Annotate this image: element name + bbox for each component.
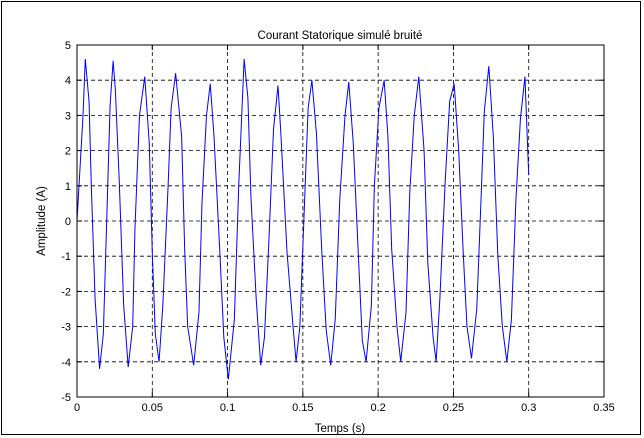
y-tick-label: 0 bbox=[65, 216, 71, 228]
y-tick-label: -4 bbox=[61, 357, 71, 369]
y-tick-label: -5 bbox=[61, 392, 71, 404]
x-tick-label: 0 bbox=[74, 402, 80, 414]
x-tick-label: 0.25 bbox=[443, 402, 464, 414]
x-tick-label: 0.35 bbox=[593, 402, 614, 414]
y-tick-label: -1 bbox=[61, 251, 71, 263]
y-tick-label: 2 bbox=[65, 146, 71, 158]
series-line bbox=[76, 59, 530, 380]
y-tick-label: 3 bbox=[65, 110, 71, 122]
y-tick-labels: -5 -4 -3 -2 -1 0 1 2 3 4 5 bbox=[61, 40, 71, 404]
x-tick-label: 0.1 bbox=[220, 402, 235, 414]
chart-title: Courant Statorique simulé bruité bbox=[258, 30, 423, 42]
x-tick-labels: 0 0.05 0.1 0.15 0.2 0.25 0.3 0.35 bbox=[74, 402, 615, 414]
y-tick-label: -2 bbox=[61, 286, 71, 298]
y-tick-label: 5 bbox=[65, 40, 71, 52]
x-tick-label: 0.05 bbox=[142, 402, 163, 414]
ticks bbox=[76, 44, 605, 398]
x-tick-label: 0.3 bbox=[521, 402, 536, 414]
y-tick-label: -3 bbox=[61, 322, 71, 334]
x-axis-label: Temps (s) bbox=[315, 423, 366, 435]
y-tick-label: 4 bbox=[65, 75, 71, 87]
y-axis-label: Amplitude (A) bbox=[36, 186, 48, 256]
y-tick-label: 1 bbox=[65, 181, 71, 193]
x-tick-label: 0.15 bbox=[292, 402, 313, 414]
x-tick-label: 0.2 bbox=[370, 402, 385, 414]
